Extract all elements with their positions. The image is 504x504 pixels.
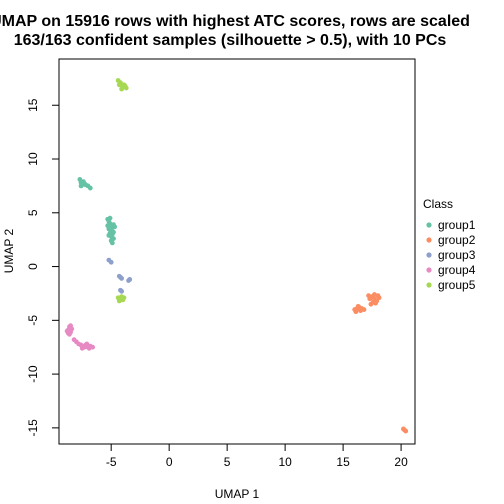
point-group2 (358, 308, 363, 314)
point-group3 (118, 287, 123, 293)
point-group1 (83, 182, 89, 188)
x-tick-label: 0 (166, 455, 173, 469)
point-group2 (372, 292, 377, 297)
y-tick-label: 0 (26, 263, 40, 270)
legend-label-group4: group4 (438, 263, 476, 277)
legend-marker-group1 (426, 222, 432, 228)
y-tick-label: 5 (26, 209, 40, 216)
point-group5 (121, 295, 127, 301)
point-group4 (68, 323, 73, 329)
y-axis-label: UMAP 2 (2, 228, 16, 273)
point-group1 (87, 185, 93, 191)
point-group1 (111, 229, 116, 235)
legend-marker-group4 (426, 267, 432, 273)
point-group3 (118, 274, 123, 280)
point-group2 (402, 427, 407, 433)
point-group5 (119, 86, 125, 92)
point-group2 (353, 309, 359, 315)
y-axis: -15 -10 -5 0 5 10 15 (26, 98, 59, 437)
point-group5 (116, 298, 122, 304)
y-tick-label: 10 (26, 152, 40, 166)
legend-label-group5: group5 (438, 278, 476, 292)
point-group1 (112, 224, 118, 230)
point-group5 (121, 82, 127, 88)
point-group1 (107, 215, 113, 221)
point-group4 (82, 344, 87, 350)
point-group2 (370, 299, 376, 305)
point-group2 (376, 295, 382, 301)
chart-title-line2: 163/163 confident samples (silhouette > … (14, 32, 447, 49)
legend-label-group3: group3 (438, 248, 476, 262)
x-axis-label: UMAP 1 (215, 487, 260, 501)
x-tick-label: -5 (106, 455, 117, 469)
point-group3 (126, 278, 131, 283)
point-group4 (86, 345, 92, 351)
point-group3 (108, 259, 114, 265)
legend-label-group2: group2 (438, 233, 476, 247)
plot-frame (58, 58, 416, 445)
y-tick-label: -10 (26, 365, 40, 383)
point-group1 (109, 240, 115, 246)
x-tick-label: 15 (336, 455, 350, 469)
point-group4 (65, 330, 71, 336)
y-tick-label: -15 (26, 419, 40, 437)
x-tick-label: 10 (278, 455, 292, 469)
point-group2 (355, 303, 361, 309)
x-axis: -5 0 5 10 15 20 (106, 444, 408, 469)
legend-marker-group3 (426, 252, 432, 258)
point-group1 (106, 232, 112, 238)
legend-title: Class (423, 197, 453, 211)
point-group1 (78, 183, 84, 189)
legend-marker-group5 (426, 282, 432, 288)
legend-label-group1: group1 (438, 218, 476, 232)
point-group5 (116, 82, 122, 88)
point-group1 (105, 223, 111, 229)
y-tick-label: 15 (26, 98, 40, 112)
point-group2 (366, 293, 372, 298)
x-tick-label: 5 (224, 455, 231, 469)
scatter-points (64, 78, 409, 434)
x-tick-label: 20 (394, 455, 408, 469)
y-tick-label: -5 (26, 315, 40, 326)
chart-title-line1: UMAP on 15916 rows with highest ATC scor… (0, 13, 470, 30)
legend-marker-group2 (426, 237, 432, 243)
